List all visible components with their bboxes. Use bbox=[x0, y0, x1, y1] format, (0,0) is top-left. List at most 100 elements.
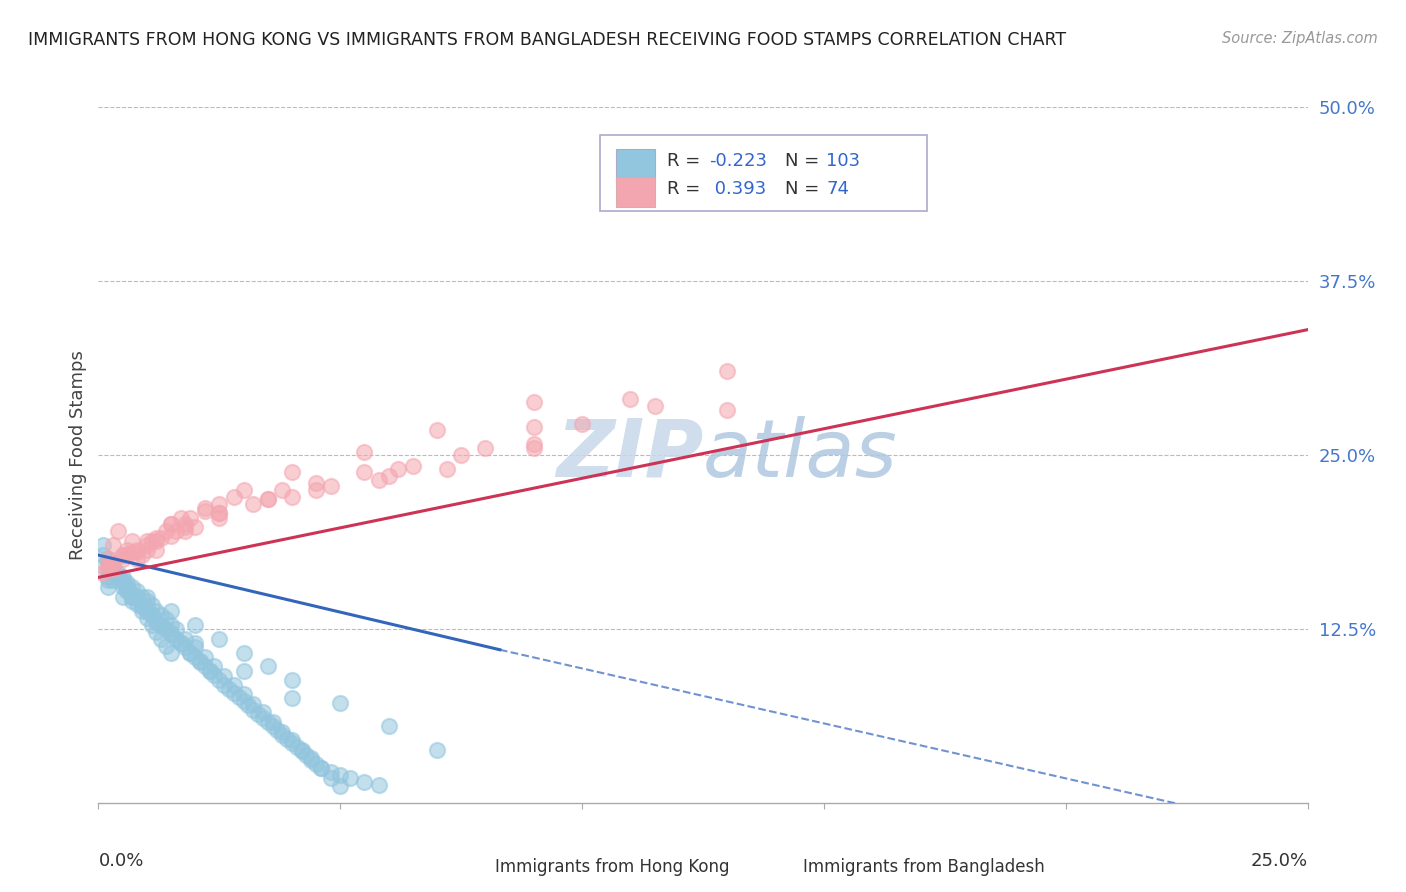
Point bbox=[145, 534, 167, 549]
Point bbox=[299, 751, 322, 765]
Point bbox=[160, 617, 183, 632]
Point bbox=[150, 632, 173, 646]
Point bbox=[247, 706, 270, 721]
Point bbox=[474, 441, 496, 455]
Point bbox=[91, 548, 114, 562]
Point bbox=[262, 719, 284, 733]
Point bbox=[145, 532, 167, 546]
FancyBboxPatch shape bbox=[600, 135, 927, 211]
Text: Immigrants from Hong Kong: Immigrants from Hong Kong bbox=[495, 858, 730, 876]
Point bbox=[218, 681, 240, 696]
Point bbox=[402, 458, 425, 473]
Point bbox=[353, 775, 375, 789]
Point bbox=[271, 728, 294, 742]
Point bbox=[111, 580, 134, 594]
Point bbox=[179, 646, 201, 660]
Point bbox=[131, 548, 153, 562]
Point bbox=[101, 557, 124, 571]
Point bbox=[127, 590, 149, 604]
Point bbox=[135, 590, 157, 604]
Point bbox=[97, 570, 120, 584]
Point bbox=[160, 604, 183, 618]
Point bbox=[194, 500, 217, 515]
Point bbox=[194, 503, 217, 517]
Point bbox=[169, 636, 191, 650]
Point bbox=[111, 590, 134, 604]
Point bbox=[121, 590, 143, 604]
Text: -0.223: -0.223 bbox=[709, 153, 768, 170]
Point bbox=[242, 497, 264, 511]
Point bbox=[329, 768, 352, 782]
Point bbox=[135, 611, 157, 625]
Point bbox=[165, 524, 187, 539]
Text: 103: 103 bbox=[827, 153, 860, 170]
Point bbox=[184, 636, 207, 650]
Point bbox=[271, 724, 294, 739]
Point bbox=[127, 545, 149, 559]
Point bbox=[368, 778, 391, 792]
Point bbox=[174, 524, 197, 539]
Text: 25.0%: 25.0% bbox=[1250, 852, 1308, 870]
Point bbox=[107, 524, 129, 539]
Point bbox=[329, 696, 352, 710]
Point bbox=[101, 538, 124, 552]
Point bbox=[184, 617, 207, 632]
Text: atlas: atlas bbox=[703, 416, 898, 494]
Point bbox=[169, 636, 191, 650]
Point bbox=[131, 590, 153, 604]
Point bbox=[121, 545, 143, 559]
Point bbox=[145, 604, 167, 618]
Point bbox=[117, 582, 139, 597]
Point bbox=[107, 570, 129, 584]
Point bbox=[91, 566, 114, 581]
Point bbox=[212, 669, 235, 683]
Point bbox=[150, 617, 173, 632]
Point bbox=[184, 520, 207, 534]
Point bbox=[101, 562, 124, 576]
Point bbox=[252, 706, 274, 720]
Point bbox=[305, 756, 328, 771]
Point bbox=[131, 599, 153, 614]
Point bbox=[523, 395, 546, 409]
Point bbox=[319, 771, 342, 785]
Point bbox=[111, 576, 134, 591]
FancyBboxPatch shape bbox=[458, 851, 491, 869]
Point bbox=[141, 607, 163, 622]
Point bbox=[97, 552, 120, 566]
Point bbox=[208, 510, 231, 524]
Point bbox=[387, 462, 409, 476]
Point bbox=[285, 740, 308, 755]
Point bbox=[160, 517, 183, 532]
Point bbox=[276, 731, 298, 746]
Point bbox=[716, 364, 738, 378]
Point bbox=[101, 573, 124, 587]
Point bbox=[319, 478, 342, 492]
Point bbox=[160, 517, 183, 532]
Point bbox=[165, 632, 187, 646]
Point bbox=[644, 399, 666, 413]
Text: N =: N = bbox=[785, 180, 820, 198]
Point bbox=[281, 673, 304, 688]
Point bbox=[174, 640, 197, 654]
Point bbox=[232, 646, 254, 660]
Point bbox=[117, 548, 139, 562]
Point bbox=[145, 624, 167, 639]
Point bbox=[208, 632, 231, 646]
Point bbox=[101, 557, 124, 571]
Point bbox=[305, 483, 328, 497]
Point bbox=[339, 771, 361, 785]
Point bbox=[232, 664, 254, 678]
Point bbox=[101, 559, 124, 574]
Point bbox=[523, 420, 546, 434]
Point bbox=[111, 552, 134, 566]
Point bbox=[117, 542, 139, 557]
Point bbox=[290, 744, 312, 758]
Point bbox=[97, 562, 120, 576]
FancyBboxPatch shape bbox=[616, 150, 655, 178]
Point bbox=[426, 423, 449, 437]
Point bbox=[127, 542, 149, 557]
Point bbox=[436, 462, 458, 476]
Point bbox=[160, 646, 183, 660]
Text: R =: R = bbox=[666, 180, 700, 198]
FancyBboxPatch shape bbox=[768, 851, 799, 869]
